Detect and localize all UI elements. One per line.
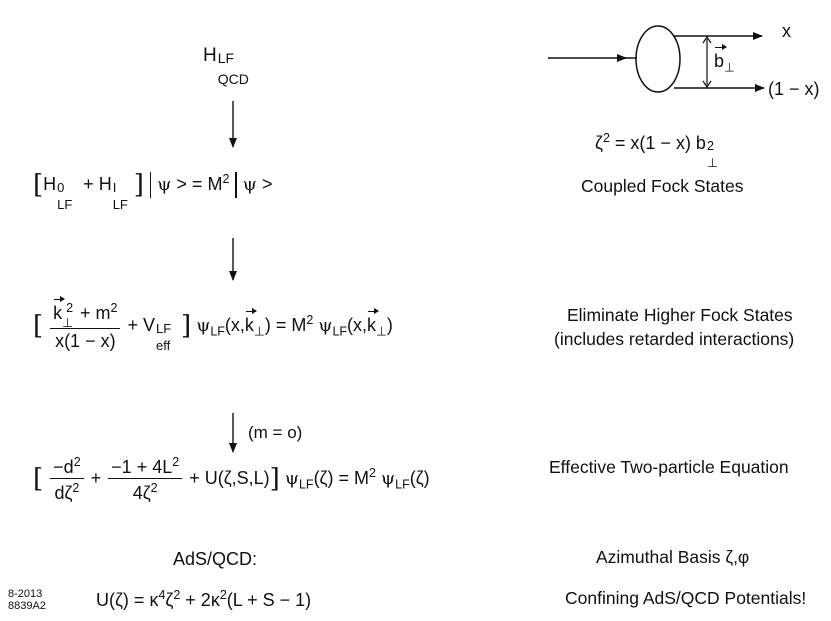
figure-code-line1: 8-2013 xyxy=(8,588,43,600)
figure-code-line2: 8839A2 xyxy=(8,599,46,612)
bound-state-ellipse xyxy=(635,25,681,93)
label-b-perp: b⊥ xyxy=(714,44,735,75)
label-x: x xyxy=(782,21,791,41)
label-coupled-fock: Coupled Fock States xyxy=(581,176,744,196)
ads-potential: U(ζ) = κ4ζ2 + 2κ2(L + S − 1) xyxy=(96,588,312,610)
label-azimuthal: Azimuthal Basis ζ,φ xyxy=(596,547,750,567)
ads-qcd-title: AdS/QCD: xyxy=(173,549,258,569)
label-effective: Effective Two-particle Equation xyxy=(549,457,789,477)
label-eliminate-2: (includes retarded interactions) xyxy=(554,329,795,349)
label-one-minus-x: (1 − x) xyxy=(768,79,820,99)
figure-code: 8-2013 8839A2 xyxy=(8,588,46,612)
fock-formula: ζ2 = x(1 − x) b 2 ⊥ xyxy=(595,131,718,170)
massless-condition: (m = o) xyxy=(248,423,303,442)
hamiltonian-sub: QCD xyxy=(217,71,249,87)
eigen-equation: [H 0 LF + H I LF] ψ > = M2 ψ > xyxy=(33,170,273,212)
hamiltonian-base: H xyxy=(203,45,217,66)
schrodinger-equation: [ −d2 dζ2 + −1 + 4L2 4ζ2 + U(ζ,S,L)] ψLF(ζ… xyxy=(33,455,430,503)
hamiltonian-sup: LF xyxy=(217,50,235,66)
label-eliminate-1: Eliminate Higher Fock States xyxy=(567,305,793,325)
hamiltonian-qcd: H LF QCD xyxy=(203,45,257,86)
light-front-equation: [ k⊥2 + m2 x(1 − x) + V LF eff] ψLF(x,k⊥) = … xyxy=(33,296,393,353)
label-confining: Confining AdS/QCD Potentials! xyxy=(565,588,807,608)
